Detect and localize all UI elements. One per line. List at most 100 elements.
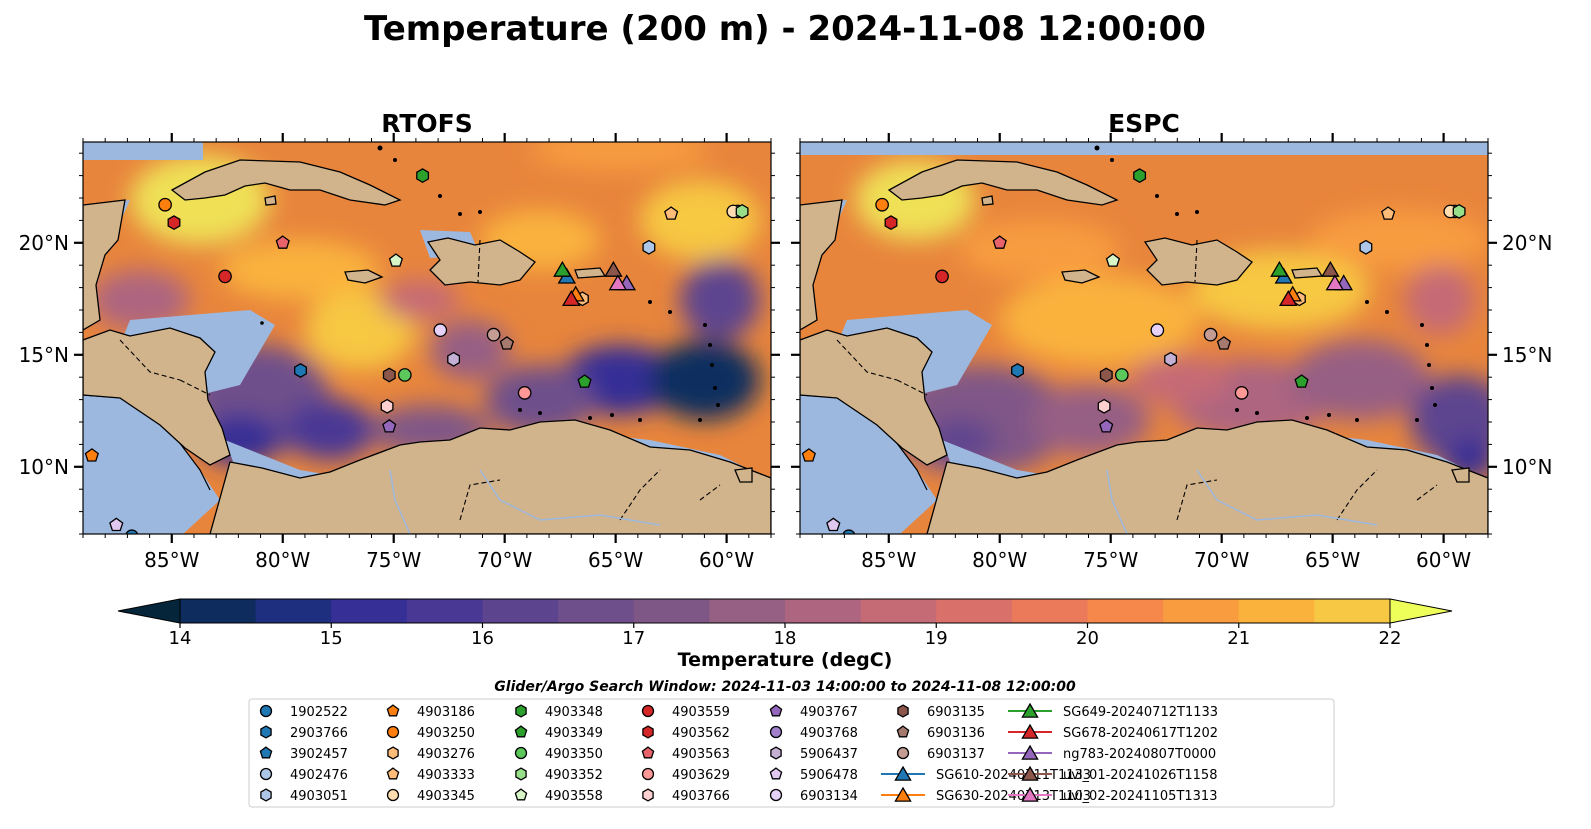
argo-marker-4903333 bbox=[664, 206, 679, 220]
legend-label: SG610-20240711T1133 bbox=[936, 768, 1091, 783]
legend-item: 4903250 bbox=[386, 725, 475, 741]
colorbar-tick-label: 18 bbox=[774, 628, 797, 649]
legend-marker bbox=[515, 704, 527, 718]
colorbar-segment bbox=[709, 599, 786, 623]
x-tick-label: 75°W bbox=[1083, 548, 1138, 572]
legend-label: uvi_01-20241026T1158 bbox=[1063, 768, 1217, 783]
legend: 1902522 2903766 3902457 4902476 4903051 49031… bbox=[248, 698, 1335, 808]
argo-marker-4903051 bbox=[1359, 239, 1373, 255]
yucatan bbox=[800, 199, 843, 331]
colorbar-tick-label: 20 bbox=[1076, 628, 1099, 649]
jamaica bbox=[1061, 269, 1101, 284]
argo-marker-4903558 bbox=[1105, 253, 1121, 267]
argo-marker-4903563 bbox=[275, 235, 290, 249]
argo-marker-4903559 bbox=[218, 269, 232, 284]
legend-item: 3902457 bbox=[259, 746, 348, 762]
argo-marker-6903135 bbox=[1099, 367, 1113, 383]
colorbar-tick-label: 19 bbox=[925, 628, 948, 649]
argo-marker-4903562 bbox=[884, 215, 898, 231]
argo-marker-5906437 bbox=[1164, 351, 1178, 367]
argo-marker-5906478 bbox=[826, 517, 841, 532]
legend-label: 2903766 bbox=[290, 726, 348, 741]
legend-marker bbox=[894, 765, 912, 781]
legend-marker bbox=[260, 788, 272, 802]
legend-item: 4903349 bbox=[514, 725, 603, 741]
central-america bbox=[83, 327, 231, 466]
borders bbox=[119, 239, 721, 521]
colorbar-segment bbox=[633, 599, 710, 623]
legend-item: 4903766 bbox=[642, 788, 730, 804]
colorbar-segment bbox=[482, 599, 559, 623]
colorbar-segment bbox=[255, 599, 332, 623]
legend-label: 4903345 bbox=[417, 789, 475, 804]
argo-marker-4903250 bbox=[875, 197, 889, 212]
x-tick-label: 70°W bbox=[1194, 548, 1249, 572]
legend-label: 4903276 bbox=[417, 747, 475, 762]
argo-marker-4903186 bbox=[84, 448, 99, 462]
hispaniola bbox=[426, 237, 536, 286]
legend-marker bbox=[894, 786, 912, 802]
legend-item: 4903276 bbox=[387, 746, 475, 762]
legend-label: 1902522 bbox=[290, 705, 348, 720]
argo-marker-4903559 bbox=[935, 269, 949, 284]
legend-marker bbox=[769, 767, 783, 780]
legend-item: 4903348 bbox=[515, 704, 603, 720]
y-tick-label: 10°N bbox=[19, 455, 69, 479]
legend-label: uvi_02-20241105T1313 bbox=[1063, 789, 1217, 804]
legend-marker bbox=[1021, 744, 1039, 760]
glider-marker-SG678-20240617T1202 bbox=[561, 290, 581, 307]
legend-label: 4903349 bbox=[545, 726, 603, 741]
argo-marker-4903352 bbox=[735, 203, 749, 219]
legend-label: SG678-20240617T1202 bbox=[1063, 726, 1218, 741]
legend-item: 5906437 bbox=[770, 746, 858, 762]
colorbar-segment bbox=[1238, 599, 1315, 623]
legend-item: 4902476 bbox=[259, 767, 348, 783]
figure-title: Temperature (200 m) - 2024-11-08 12:00:0… bbox=[364, 9, 1206, 49]
glider-marker-uvi_01-20241026T1158 bbox=[1321, 260, 1340, 277]
yucatan bbox=[83, 199, 126, 331]
legend-item: 4903559 bbox=[641, 704, 730, 720]
colorbar-segment bbox=[406, 599, 484, 623]
panel-rtofs: RTOFS bbox=[19, 109, 780, 572]
y-tick-label: 10°N bbox=[1502, 455, 1552, 479]
legend-item: uvi_01-20241026T1158 bbox=[1008, 765, 1217, 783]
colorbar-segment bbox=[331, 599, 408, 623]
rivers bbox=[1106, 469, 1378, 534]
legend-marker bbox=[386, 704, 400, 717]
legend-item: 4903350 bbox=[514, 746, 603, 762]
isle-of-youth bbox=[264, 195, 277, 206]
legend-item: 4903767 bbox=[769, 704, 858, 720]
legend-label: 4903563 bbox=[672, 747, 730, 762]
panel-title: RTOFS bbox=[381, 109, 473, 138]
legend-marker bbox=[641, 704, 655, 718]
legend-item: SG610-20240711T1133 bbox=[881, 765, 1091, 783]
legend-label: ng783-20240807T0000 bbox=[1063, 747, 1216, 762]
argo-marker-4903350 bbox=[397, 368, 412, 382]
argo-marker-4903562 bbox=[167, 215, 181, 231]
legend-marker bbox=[514, 788, 528, 801]
legend-item: 6903137 bbox=[896, 746, 985, 762]
search-window-caption: Glider/Argo Search Window: 2024-11-03 14… bbox=[494, 679, 1076, 695]
legend-item: 1902522 bbox=[259, 704, 348, 720]
argo-marker-4903768 bbox=[310, 539, 322, 551]
argo-marker-4903350 bbox=[1114, 368, 1129, 382]
legend-marker bbox=[769, 704, 783, 717]
legend-item: 4903345 bbox=[386, 788, 475, 804]
argo-marker-6903134 bbox=[1150, 323, 1165, 338]
legend-item: 6903136 bbox=[896, 725, 985, 741]
south-america bbox=[209, 419, 771, 534]
legend-marker bbox=[386, 767, 400, 780]
legend-label: 4903629 bbox=[672, 768, 730, 783]
legend-marker bbox=[259, 746, 273, 759]
legend-label: 3902457 bbox=[290, 747, 348, 762]
glider-marker-SG649-20240712T1133 bbox=[1270, 260, 1289, 277]
x-tick-label: 75°W bbox=[366, 548, 421, 572]
legend-marker bbox=[896, 725, 910, 738]
markers-espc bbox=[801, 168, 1466, 534]
argo-marker-4903333 bbox=[1381, 206, 1396, 220]
map-frame bbox=[799, 141, 1489, 535]
legend-marker bbox=[1021, 702, 1039, 718]
axes-rtofs: 85°W 80°W 75°W 70°W 65°W 60°W 10°N 15°N 20°N bbox=[19, 133, 780, 572]
south-america bbox=[926, 419, 1488, 534]
